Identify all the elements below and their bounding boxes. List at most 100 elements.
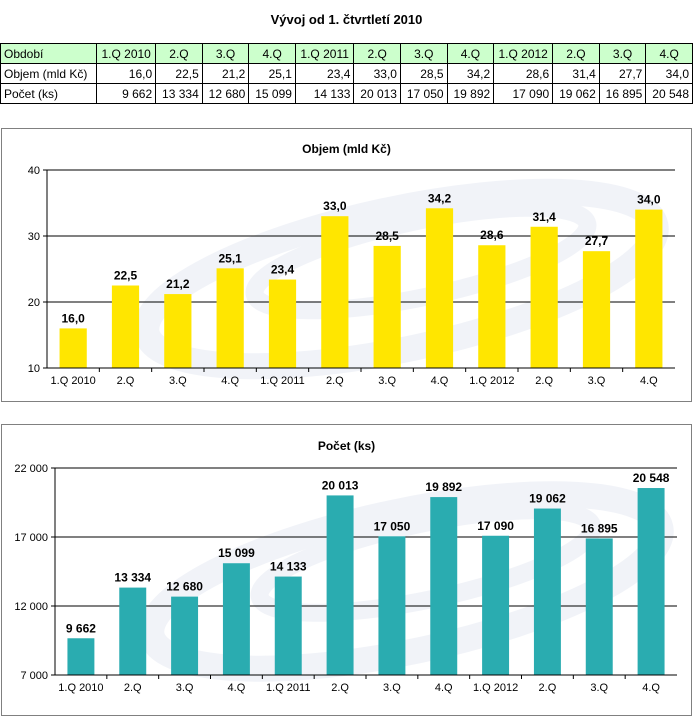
x-tick-label: 4.Q bbox=[221, 375, 239, 387]
table-column-header: 1.Q 2011 bbox=[294, 43, 355, 64]
table-column-header: 2.Q bbox=[552, 43, 600, 64]
data-label: 34,0 bbox=[637, 193, 661, 207]
x-tick-label: 4.Q bbox=[228, 682, 246, 694]
data-label: 28,5 bbox=[375, 229, 399, 243]
table-cell: 17 050 bbox=[399, 83, 448, 104]
x-tick-label: 3.Q bbox=[169, 375, 187, 387]
bar bbox=[216, 268, 244, 368]
bar bbox=[635, 209, 663, 368]
table-cell: 12 680 bbox=[201, 83, 250, 104]
x-tick-label: 1.Q 2012 bbox=[473, 682, 518, 694]
data-label: 12 680 bbox=[166, 580, 203, 594]
table-row-label: Objem (mld Kč) bbox=[0, 63, 98, 84]
data-label: 25,1 bbox=[218, 251, 242, 265]
y-tick-label: 10 bbox=[28, 363, 40, 375]
data-label: 16,0 bbox=[61, 311, 85, 325]
y-tick-label: 40 bbox=[28, 165, 40, 177]
x-tick-label: 3.Q bbox=[378, 375, 396, 387]
table-cell: 19 062 bbox=[552, 83, 600, 104]
x-tick-label: 3.Q bbox=[590, 682, 608, 694]
x-tick-label: 2.Q bbox=[331, 682, 349, 694]
table-row-label: Počet (ks) bbox=[0, 83, 98, 104]
x-tick-label: 2.Q bbox=[539, 682, 557, 694]
chart-pocet-svg: Počet (ks) 7 000 12 000 17 000 22 000 9 662 1.… bbox=[14, 439, 677, 694]
table-column-header: 4.Q bbox=[645, 43, 693, 64]
y-tick-label: 12 000 bbox=[14, 601, 48, 613]
table-cell: 19 892 bbox=[446, 83, 495, 104]
chart-pocet: Počet (ks) 7 000 12 000 17 000 22 000 9 662 1.… bbox=[1, 424, 692, 716]
x-tick-label: 4.Q bbox=[640, 375, 658, 387]
x-tick-label: 4.Q bbox=[435, 682, 453, 694]
table-cell: 22,5 bbox=[155, 63, 203, 84]
x-tick-label: 2.Q bbox=[326, 375, 344, 387]
y-tick-label: 22 000 bbox=[14, 463, 48, 475]
table-column-header: 3.Q bbox=[201, 43, 250, 64]
x-tick-label: 3.Q bbox=[176, 682, 194, 694]
data-label: 17 090 bbox=[477, 519, 514, 533]
x-tick-label: 3.Q bbox=[383, 682, 401, 694]
data-label: 9 662 bbox=[66, 621, 96, 635]
bar bbox=[582, 251, 611, 368]
table-cell: 17 090 bbox=[493, 83, 554, 104]
table-cell: 20 013 bbox=[353, 83, 401, 104]
table-cell: 34,0 bbox=[645, 63, 693, 84]
x-tick-label: 1.Q 2011 bbox=[260, 375, 304, 387]
chart-title: Objem (mld Kč) bbox=[302, 142, 391, 156]
data-label: 20 013 bbox=[322, 478, 359, 492]
bar bbox=[478, 245, 506, 368]
table-cell: 27,7 bbox=[598, 63, 647, 84]
data-label: 20 548 bbox=[633, 471, 670, 485]
data-table: Období 1.Q 2010 2.Q 3.Q 4.Q 1.Q 2011 2.Q 3.Q 4.Q… bbox=[0, 43, 693, 104]
bar bbox=[67, 638, 95, 675]
y-tick-label: 30 bbox=[28, 231, 40, 243]
table-corner-header: Období bbox=[0, 43, 98, 64]
data-label: 15 099 bbox=[218, 546, 255, 560]
x-tick-label: 2.Q bbox=[117, 375, 135, 387]
table-cell: 21,2 bbox=[201, 63, 250, 84]
table-cell: 15 099 bbox=[248, 83, 296, 104]
table-column-header: 2.Q bbox=[155, 43, 203, 64]
table-column-header: 4.Q bbox=[446, 43, 495, 64]
data-label: 17 050 bbox=[374, 519, 411, 533]
table-cell: 28,5 bbox=[399, 63, 448, 84]
data-label: 16 895 bbox=[581, 521, 618, 535]
x-tick-label: 3.Q bbox=[588, 375, 606, 387]
table-cell: 23,4 bbox=[294, 63, 355, 84]
table-cell: 16,0 bbox=[96, 63, 157, 84]
table-column-header: 2.Q bbox=[353, 43, 401, 64]
x-tick-label: 1.Q 2011 bbox=[266, 682, 310, 694]
bar bbox=[637, 488, 665, 675]
x-tick-label: 1.Q 2010 bbox=[58, 682, 103, 694]
data-label: 34,2 bbox=[428, 191, 452, 205]
table-cell: 33,0 bbox=[353, 63, 401, 84]
table-header-row: Období 1.Q 2010 2.Q 3.Q 4.Q 1.Q 2011 2.Q 3.Q 4.Q… bbox=[0, 43, 693, 64]
x-tick-label: 4.Q bbox=[642, 682, 660, 694]
chart-objem-svg: Objem (mld Kč) 10 20 30 40 16,0 1.Q 2010 22,5 2.… bbox=[28, 142, 675, 387]
y-tick-label: 7 000 bbox=[20, 670, 48, 682]
data-label: 28,6 bbox=[480, 228, 504, 242]
data-label: 23,4 bbox=[271, 263, 295, 277]
bar bbox=[378, 536, 406, 675]
bar bbox=[530, 226, 558, 368]
bar bbox=[164, 294, 192, 368]
data-label: 19 062 bbox=[529, 492, 566, 506]
table-cell: 28,6 bbox=[493, 63, 554, 84]
x-tick-label: 2.Q bbox=[124, 682, 142, 694]
bar bbox=[585, 538, 613, 675]
bar bbox=[111, 285, 140, 368]
bar bbox=[425, 208, 454, 368]
data-label: 22,5 bbox=[114, 269, 138, 283]
table-cell: 9 662 bbox=[96, 83, 157, 104]
x-tick-label: 1.Q 2010 bbox=[51, 375, 96, 387]
table-column-header: 1.Q 2012 bbox=[493, 43, 554, 64]
data-label: 13 334 bbox=[114, 571, 151, 585]
table-column-header: 3.Q bbox=[598, 43, 647, 64]
x-tick-label: 2.Q bbox=[535, 375, 553, 387]
y-tick-label: 20 bbox=[28, 297, 40, 309]
bar bbox=[59, 328, 87, 368]
bar bbox=[268, 279, 297, 368]
x-tick-label: 4.Q bbox=[431, 375, 449, 387]
table-cell: 31,4 bbox=[552, 63, 600, 84]
table-cell: 16 895 bbox=[598, 83, 647, 104]
page-title: Vývoj od 1. čtvrtletí 2010 bbox=[270, 12, 423, 27]
